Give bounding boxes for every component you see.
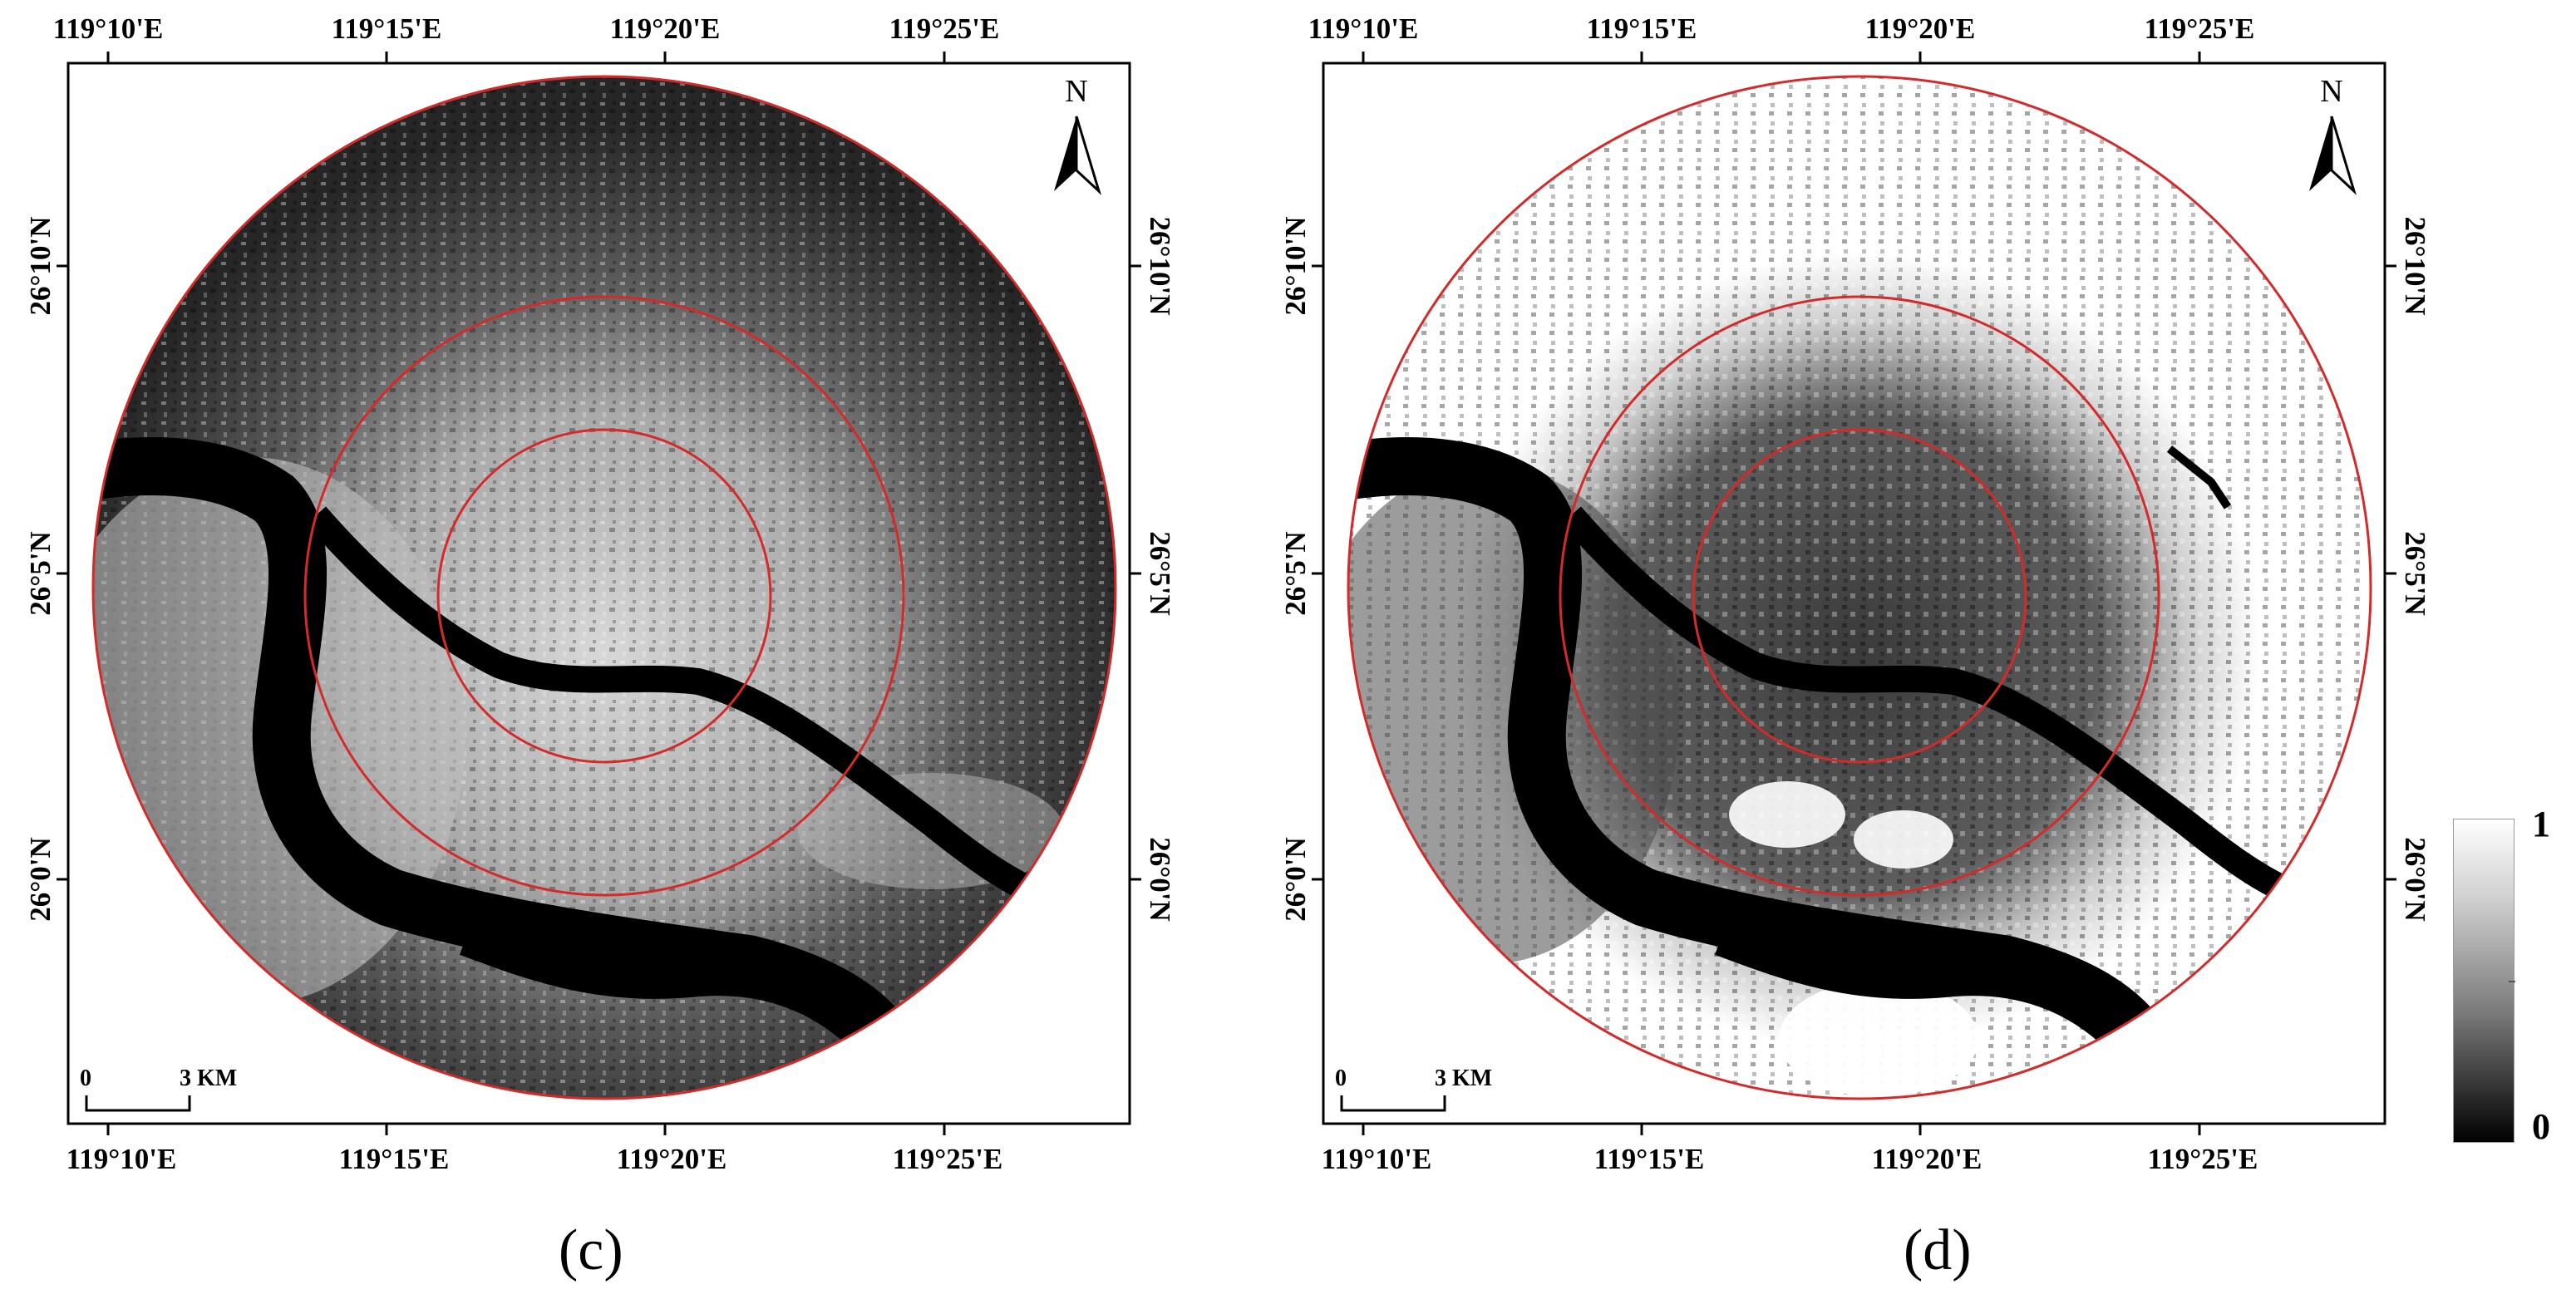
lon-ticks	[1312, 52, 2396, 1135]
right-lat-labels: 26°10'N 26°5'N 26°0'N	[1144, 217, 1176, 922]
lon-label: 119°15'E	[1594, 1143, 1705, 1175]
river	[93, 437, 915, 1064]
lat-label: 26°5'N	[1144, 531, 1176, 616]
lat-label: 26°5'N	[1279, 531, 1312, 616]
svg-text:N: N	[2320, 74, 2342, 109]
bottom-lon-labels: 119°10'E 119°15'E 119°20'E 119°25'E	[1322, 1143, 2258, 1175]
lon-label: 119°20'E	[610, 12, 721, 45]
lon-label: 119°10'E	[66, 1143, 177, 1175]
caption-d: (d)	[1904, 1218, 1972, 1282]
top-lon-labels: 119°10'E 119°15'E 119°20'E 119°25'E	[1308, 12, 2255, 45]
top-lon-labels: 119°10'E 119°15'E 119°20'E 119°25'E	[53, 12, 1000, 45]
lat-label: 26°0'N	[2399, 837, 2431, 922]
left-lat-labels: 26°10'N 26°5'N 26°0'N	[24, 217, 57, 922]
svg-text:3 KM: 3 KM	[180, 1065, 237, 1091]
lon-label: 119°20'E	[1865, 12, 1976, 45]
lat-label: 26°0'N	[1144, 837, 1176, 922]
right-lat-labels: 26°10'N 26°5'N 26°0'N	[2399, 217, 2431, 922]
lat-label: 26°0'N	[24, 837, 57, 922]
lon-label: 119°25'E	[2145, 12, 2255, 45]
lat-label: 26°0'N	[1279, 837, 1312, 922]
lon-label: 119°15'E	[332, 12, 442, 45]
map-c-svg: N 0 3 KM 119°10'E 119°15'E 119°20'E 119°…	[24, 12, 1176, 1175]
lon-label: 119°25'E	[893, 1143, 1003, 1175]
satellite-imagery	[93, 76, 1116, 1099]
lat-label: 26°5'N	[24, 531, 57, 616]
lon-label: 119°15'E	[1587, 12, 1697, 45]
lon-label: 119°10'E	[1322, 1143, 1432, 1175]
lon-label: 119°20'E	[617, 1143, 727, 1175]
colorbar-max-label: 1	[2532, 804, 2550, 844]
lon-label: 119°15'E	[339, 1143, 450, 1175]
colorbar	[2453, 819, 2515, 1143]
river	[1348, 437, 2170, 1064]
lat-label: 26°5'N	[2399, 531, 2431, 616]
lon-label: 119°20'E	[1872, 1143, 1982, 1175]
map-d-svg: N 0 3 KM 119°10'E 119°15'E 119°20'E 119°…	[1279, 12, 2431, 1175]
north-arrow-icon: N	[2309, 74, 2357, 195]
svg-text:0: 0	[80, 1065, 91, 1091]
lon-label: 119°10'E	[53, 12, 164, 45]
lon-label: 119°25'E	[2148, 1143, 2258, 1175]
lon-ticks	[57, 52, 1141, 1135]
left-lat-labels: 26°10'N 26°5'N 26°0'N	[1279, 217, 1312, 922]
bottom-lon-labels: 119°10'E 119°15'E 119°20'E 119°25'E	[66, 1143, 1003, 1175]
svg-text:0: 0	[1335, 1065, 1347, 1091]
map-panel-c: N 0 3 KM 119°10'E 119°15'E 119°20'E 119°…	[0, 0, 1180, 1209]
svg-text:3 KM: 3 KM	[1435, 1065, 1492, 1091]
lon-label: 119°25'E	[889, 12, 1000, 45]
lat-label: 26°10'N	[24, 217, 57, 316]
lon-label: 119°10'E	[1308, 12, 1419, 45]
buffer-rings	[1347, 75, 2372, 1100]
north-arrow-icon: N	[1054, 74, 1102, 195]
scale-bar: 0 3 KM	[80, 1065, 237, 1112]
buffer-rings	[91, 75, 1117, 1100]
lat-label: 26°10'N	[1279, 217, 1312, 316]
colorbar-min-label: 0	[2532, 1106, 2550, 1147]
lat-label: 26°10'N	[1144, 217, 1176, 316]
svg-text:N: N	[1065, 74, 1087, 109]
caption-c: (c)	[559, 1218, 623, 1282]
scale-bar: 0 3 KM	[1335, 1065, 1492, 1112]
lat-label: 26°10'N	[2399, 217, 2431, 316]
map-panel-d: N 0 3 KM 119°10'E 119°15'E 119°20'E 119°…	[1255, 0, 2436, 1209]
